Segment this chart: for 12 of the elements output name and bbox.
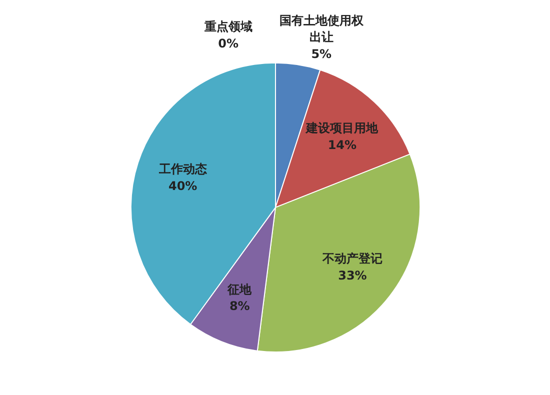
category-label: 重点领域 <box>204 20 252 34</box>
data-label: 40% <box>168 178 198 193</box>
slice-label: 国有土地使用权出让 <box>279 13 364 44</box>
data-label: 5% <box>311 46 332 61</box>
text: 0% <box>218 36 239 50</box>
slice-label: 不动产登记 <box>321 252 382 266</box>
data-label: 33% <box>338 268 367 282</box>
data-label: 14% <box>328 138 357 152</box>
data-label: 8% <box>229 299 250 314</box>
slice-label: 征地 <box>226 282 253 296</box>
slice-label: 建设项目用地 <box>305 121 380 136</box>
slice-label: 工作动态 <box>158 162 208 176</box>
